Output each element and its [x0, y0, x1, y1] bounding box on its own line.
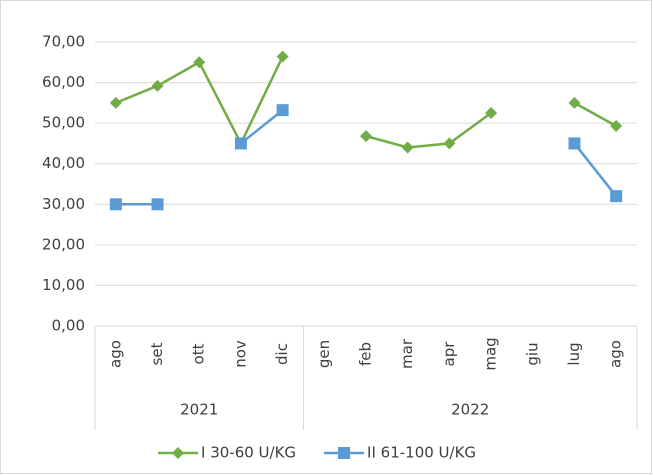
x-tick-label: ago	[607, 340, 625, 368]
x-tick-label: lug	[565, 342, 583, 365]
group-label: 2021	[180, 401, 218, 419]
series-line	[115, 109, 618, 206]
y-tick-label: 60,00	[42, 73, 85, 91]
x-tick-label: dic	[273, 343, 291, 365]
x-tick-label: nov	[231, 340, 249, 368]
y-tick-label: 30,00	[42, 195, 85, 213]
marker	[568, 96, 581, 109]
x-tick-label: mar	[398, 338, 416, 369]
marker	[151, 198, 164, 211]
marker	[360, 130, 372, 143]
y-tick-label: 0,00	[52, 317, 85, 335]
marker	[610, 190, 623, 203]
x-tick-label: feb	[357, 342, 375, 366]
marker	[401, 141, 414, 154]
x-tick-label: ott	[190, 343, 208, 364]
x-tick-label: mag	[482, 337, 500, 370]
y-tick-label: 10,00	[42, 276, 85, 294]
legend-label: II 61-100 U/KG	[367, 444, 476, 462]
x-tick-label: ago	[106, 340, 124, 368]
legend-marker	[338, 447, 351, 459]
x-tick-label: set	[148, 342, 166, 365]
y-tick-label: 50,00	[42, 114, 85, 132]
group-label: 2022	[451, 401, 489, 419]
marker	[276, 50, 289, 63]
marker	[234, 137, 247, 150]
y-tick-label: 20,00	[42, 235, 85, 253]
marker	[485, 107, 498, 119]
marker	[151, 79, 164, 92]
marker	[193, 56, 206, 69]
marker	[610, 119, 623, 132]
x-tick-label: gen	[315, 340, 333, 368]
legend-label: I 30-60 U/KG	[201, 444, 296, 462]
marker	[109, 96, 122, 109]
marker	[443, 137, 456, 150]
y-tick-label: 40,00	[42, 154, 85, 172]
marker	[568, 137, 581, 150]
x-tick-label: giu	[523, 342, 541, 365]
legend-marker	[172, 447, 184, 459]
y-tick-label: 70,00	[42, 33, 85, 51]
x-tick-label: apr	[440, 341, 458, 367]
marker	[109, 198, 122, 211]
marker	[276, 104, 289, 117]
